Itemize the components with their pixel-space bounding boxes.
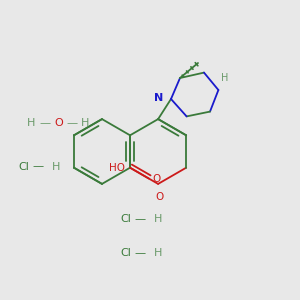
Text: —: — <box>135 248 146 259</box>
Text: Cl: Cl <box>120 248 131 259</box>
Text: —: — <box>135 214 146 224</box>
Text: H: H <box>154 248 162 259</box>
Text: H: H <box>52 161 60 172</box>
Text: Cl: Cl <box>18 161 29 172</box>
Text: O: O <box>152 173 160 184</box>
Text: O: O <box>54 118 63 128</box>
Text: HO: HO <box>109 163 125 173</box>
Text: —: — <box>66 118 78 128</box>
Text: —: — <box>33 161 44 172</box>
Text: N: N <box>154 93 164 103</box>
Text: O: O <box>155 192 164 202</box>
Text: H: H <box>221 74 229 83</box>
Text: H: H <box>27 118 36 128</box>
Text: H: H <box>154 214 162 224</box>
Text: Cl: Cl <box>120 214 131 224</box>
Text: —: — <box>39 118 51 128</box>
Text: H: H <box>81 118 89 128</box>
